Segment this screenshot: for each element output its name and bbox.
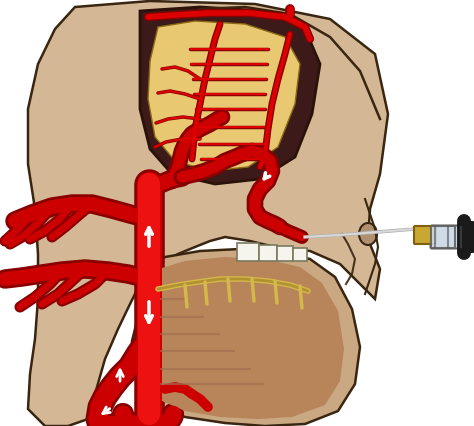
Polygon shape — [28, 2, 388, 426]
Polygon shape — [138, 257, 344, 419]
FancyBboxPatch shape — [431, 227, 455, 248]
Polygon shape — [148, 22, 300, 172]
FancyBboxPatch shape — [414, 227, 436, 245]
Polygon shape — [237, 243, 259, 262]
Polygon shape — [140, 8, 320, 184]
Polygon shape — [293, 248, 307, 262]
Polygon shape — [132, 249, 360, 426]
FancyBboxPatch shape — [430, 226, 464, 249]
Polygon shape — [277, 246, 293, 262]
Ellipse shape — [359, 224, 377, 245]
Polygon shape — [259, 245, 277, 262]
